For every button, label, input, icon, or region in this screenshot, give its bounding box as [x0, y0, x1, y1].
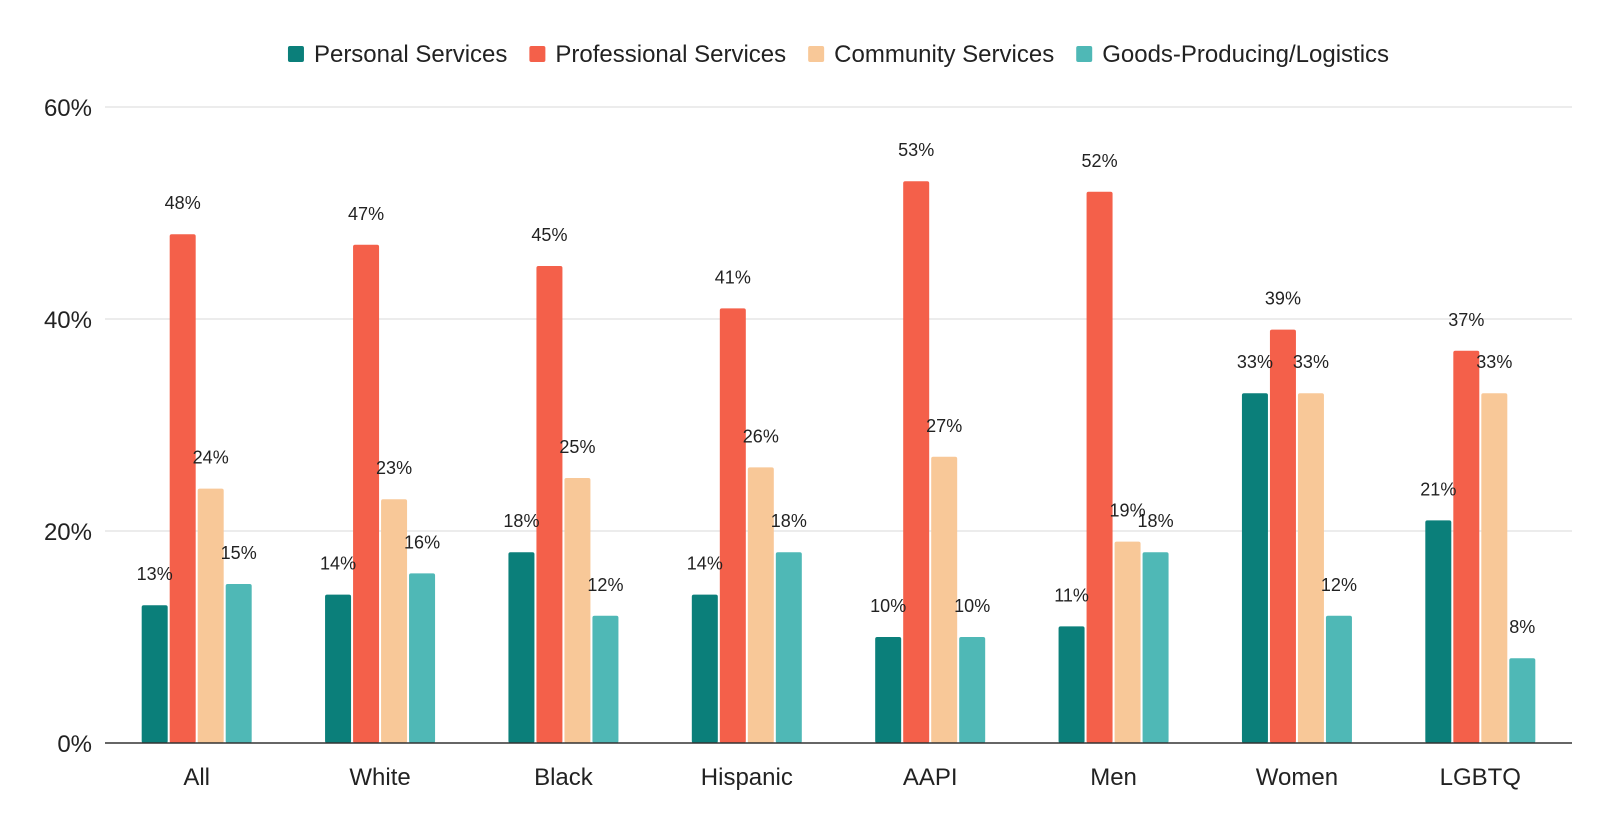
data-label: 41% — [715, 267, 751, 287]
data-label: 33% — [1476, 352, 1512, 372]
data-label: 24% — [193, 448, 229, 468]
data-label: 15% — [221, 543, 257, 563]
bar[interactable] — [325, 594, 352, 743]
bar[interactable] — [875, 637, 902, 743]
legend-item[interactable]: Goods-Producing/Logistics — [1076, 41, 1389, 68]
x-tick-label: Men — [1090, 764, 1137, 791]
data-label: 11% — [1054, 585, 1089, 605]
data-label: 14% — [320, 554, 356, 574]
legend: Personal Services Professional Services Co… — [287, 41, 1389, 68]
x-tick-label: Hispanic — [701, 764, 793, 791]
bar[interactable] — [1058, 626, 1085, 743]
gridlines — [105, 106, 1572, 532]
x-tick-label: LGBTQ — [1440, 764, 1521, 791]
data-label: 53% — [898, 140, 934, 160]
data-label: 21% — [1420, 479, 1456, 499]
bar[interactable] — [1142, 552, 1169, 743]
data-label: 19% — [1110, 501, 1146, 521]
bar[interactable] — [1453, 350, 1480, 743]
data-label: 33% — [1237, 352, 1273, 372]
bar[interactable] — [409, 573, 436, 743]
legend-label: Goods-Producing/Logistics — [1102, 41, 1389, 68]
bar[interactable] — [141, 605, 168, 743]
bar[interactable] — [225, 584, 252, 743]
bar[interactable] — [747, 467, 774, 743]
bar[interactable] — [1086, 191, 1113, 744]
data-label: 47% — [348, 204, 384, 224]
data-labels: 13% 48% 24% 15% 14% 47% 23% 16% 18% 45% 25% 12% 14% 4… — [137, 140, 1536, 637]
bar[interactable] — [1509, 658, 1536, 743]
bar[interactable] — [1325, 615, 1352, 743]
bar[interactable] — [381, 499, 408, 743]
x-tick-label: Black — [534, 764, 594, 791]
data-label: 16% — [404, 532, 440, 552]
legend-swatch — [529, 46, 546, 62]
bar[interactable] — [169, 234, 196, 743]
bar[interactable] — [691, 594, 718, 743]
data-label: 18% — [1138, 511, 1174, 531]
legend-label: Community Services — [834, 41, 1054, 68]
data-label: 48% — [165, 193, 201, 213]
x-tick-label: AAPI — [903, 764, 958, 791]
data-label: 39% — [1265, 289, 1301, 309]
legend-swatch — [1076, 46, 1093, 62]
y-tick-label: 60% — [44, 95, 92, 122]
legend-label: Personal Services — [314, 41, 507, 68]
data-label: 52% — [1082, 151, 1118, 171]
bar[interactable] — [353, 244, 380, 744]
x-tick-label: White — [349, 764, 410, 791]
legend-item[interactable]: Personal Services — [287, 41, 507, 68]
data-label: 13% — [137, 564, 173, 584]
data-label: 12% — [1321, 575, 1357, 595]
data-label: 14% — [687, 554, 723, 574]
bars — [141, 181, 1536, 744]
y-tick-label: 20% — [44, 519, 92, 546]
legend-item[interactable]: Professional Services — [529, 41, 786, 68]
y-tick-label: 40% — [44, 307, 92, 334]
bar[interactable] — [931, 456, 958, 743]
bar[interactable] — [775, 552, 802, 743]
legend-item[interactable]: Community Services — [808, 41, 1054, 68]
data-label: 26% — [743, 426, 779, 446]
data-label: 18% — [503, 511, 539, 531]
data-label: 23% — [376, 458, 412, 478]
data-label: 10% — [870, 596, 906, 616]
bar[interactable] — [536, 266, 563, 743]
data-label: 12% — [587, 575, 623, 595]
bar[interactable] — [903, 181, 930, 743]
legend-swatch — [808, 46, 825, 62]
y-tick-label: 0% — [57, 731, 92, 758]
bar[interactable] — [508, 552, 535, 743]
bar[interactable] — [719, 308, 746, 743]
data-label: 27% — [926, 416, 962, 436]
bar[interactable] — [1241, 393, 1268, 743]
legend-label: Professional Services — [555, 41, 786, 68]
bar[interactable] — [1481, 393, 1508, 743]
data-label: 8% — [1509, 617, 1535, 637]
data-label: 37% — [1448, 310, 1484, 330]
y-axis-tick-labels: 0% 20% 40% 60% — [44, 95, 92, 758]
bar[interactable] — [959, 637, 986, 743]
data-label: 18% — [771, 511, 807, 531]
bar[interactable] — [1297, 393, 1324, 743]
bar[interactable] — [1425, 520, 1452, 743]
bar[interactable] — [1114, 541, 1141, 743]
x-tick-label: Women — [1256, 764, 1338, 791]
bar[interactable] — [564, 478, 591, 743]
data-label: 25% — [559, 437, 595, 457]
bar[interactable] — [1269, 329, 1296, 743]
bar[interactable] — [197, 488, 224, 743]
data-label: 10% — [954, 596, 990, 616]
x-axis-category-labels: All White Black Hispanic AAPI Men Women LGBTQ — [183, 764, 1521, 791]
data-label: 45% — [531, 225, 567, 245]
legend-swatch — [287, 46, 304, 62]
bar[interactable] — [592, 615, 619, 743]
data-label: 33% — [1293, 352, 1329, 372]
x-tick-label: All — [183, 764, 210, 791]
